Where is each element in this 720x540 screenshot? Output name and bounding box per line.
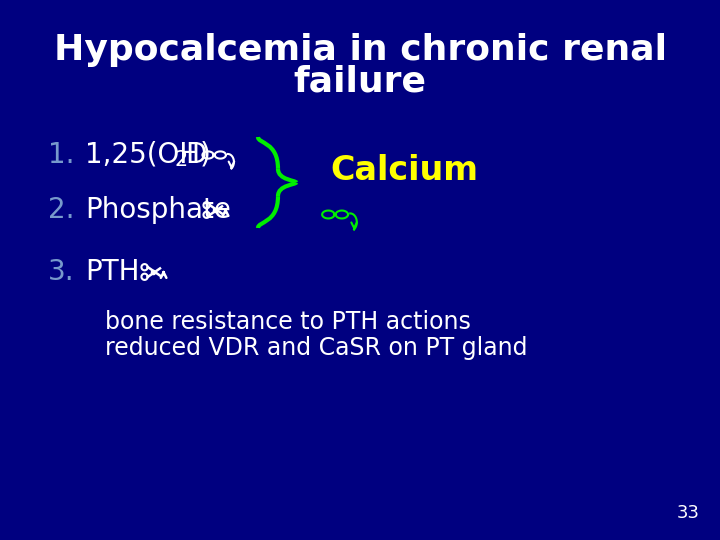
- Text: 1.: 1.: [48, 141, 74, 169]
- Text: failure: failure: [294, 65, 426, 99]
- Text: PTH: PTH: [85, 258, 140, 286]
- Text: D: D: [185, 141, 207, 169]
- Text: Hypocalcemia in chronic renal: Hypocalcemia in chronic renal: [53, 33, 667, 67]
- Text: bone resistance to PTH actions: bone resistance to PTH actions: [105, 310, 471, 334]
- Text: 33: 33: [677, 504, 700, 522]
- Text: 2.: 2.: [48, 196, 74, 224]
- Text: Calcium: Calcium: [330, 154, 478, 187]
- Text: Phosphate: Phosphate: [85, 196, 231, 224]
- Text: 3.: 3.: [48, 258, 75, 286]
- Text: 1,25(OH): 1,25(OH): [85, 141, 211, 169]
- Text: reduced VDR and CaSR on PT gland: reduced VDR and CaSR on PT gland: [105, 336, 528, 360]
- Text: 2: 2: [175, 150, 188, 170]
